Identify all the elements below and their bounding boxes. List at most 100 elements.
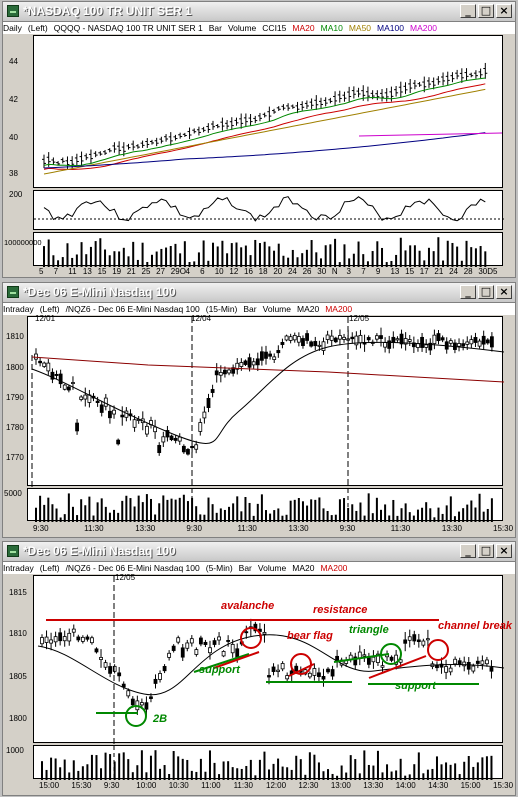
chart-window-daily[interactable]: *NASDAQ 100 TR UNIT SER 1 _ □ × Daily (Le…: [2, 1, 516, 278]
info-item: (15-Min): [205, 304, 238, 314]
price-candle: [436, 333, 441, 342]
volume-bar: [470, 500, 473, 522]
chart-window-icon[interactable]: [7, 545, 19, 557]
volume-bar: [388, 515, 391, 522]
volume-bar: [470, 247, 473, 267]
price-candle: [371, 656, 376, 663]
price-candle: [108, 410, 112, 419]
info-item: Daily: [3, 23, 22, 33]
chart-window-5min[interactable]: *Dec 06 E-Mini Nasdaq 100 _ □ × Intraday…: [2, 541, 516, 796]
close-icon[interactable]: ×: [496, 285, 512, 299]
volume-bar: [240, 511, 243, 522]
volume-bar: [258, 243, 261, 267]
price-candle: [230, 644, 235, 654]
window-title: *NASDAQ 100 TR UNIT SER 1: [23, 4, 192, 18]
price-pane[interactable]: [33, 575, 504, 744]
price-candle: [90, 637, 94, 644]
volume-bar: [437, 237, 440, 267]
volume-bar: [376, 750, 379, 780]
volume-bar: [431, 768, 434, 780]
x-tick-label: 19: [112, 267, 122, 276]
price-candle: [329, 335, 334, 341]
price-candle: [420, 336, 424, 348]
x-tick-label: 13:30: [363, 781, 384, 790]
volume-bar: [207, 260, 210, 267]
info-item: Volume: [227, 23, 257, 33]
price-candle: [489, 336, 494, 348]
price-candle: [268, 353, 273, 357]
volume-pane[interactable]: [27, 488, 503, 522]
volume-bar: [47, 497, 50, 522]
cci-pane[interactable]: [33, 190, 504, 230]
price-pane[interactable]: [27, 316, 504, 487]
price-candle: [301, 338, 305, 346]
x-tick-label: 11:00: [201, 781, 221, 790]
maximize-icon[interactable]: □: [478, 4, 494, 18]
volume-bar: [218, 774, 221, 780]
volume-pane[interactable]: [33, 232, 503, 267]
price-candle: [162, 666, 167, 672]
annotation-support: support: [395, 680, 436, 692]
annotation-resistance: resistance: [313, 604, 368, 616]
volume-bar: [244, 245, 247, 267]
x-tick-label: 10:00: [136, 781, 157, 790]
volume-bar: [392, 499, 395, 522]
ma20-line: [43, 83, 486, 171]
x-tick-label: 9:30: [33, 524, 49, 533]
price-pane[interactable]: [33, 35, 503, 188]
volume-bar: [228, 506, 231, 522]
volume-bar: [131, 772, 134, 780]
minimize-icon[interactable]: _: [460, 544, 476, 558]
volume-bar: [366, 261, 369, 267]
price-candle: [313, 341, 318, 347]
chart-window-icon[interactable]: [7, 286, 19, 298]
price-candle: [440, 337, 445, 341]
volume-bar: [349, 755, 352, 780]
title-bar[interactable]: *NASDAQ 100 TR UNIT SER 1 _ □ ×: [3, 2, 515, 22]
volume-bar: [125, 495, 128, 522]
price-tick-label: 1815: [9, 588, 27, 597]
x-tick-label: 28: [463, 267, 473, 276]
title-bar[interactable]: *Dec 06 E-Mini Nasdaq 100 _ □ ×: [3, 283, 515, 303]
volume-bar: [317, 762, 320, 780]
volume-bar: [43, 504, 46, 522]
minimize-icon[interactable]: _: [460, 285, 476, 299]
volume-bar: [55, 508, 58, 522]
volume-bar: [445, 505, 448, 522]
price-candle: [374, 335, 379, 340]
price-candle: [132, 419, 137, 428]
chart-window-icon[interactable]: [7, 5, 19, 17]
volume-bar: [254, 239, 257, 267]
price-candle: [333, 337, 338, 343]
volume-bar: [136, 259, 139, 267]
price-candle: [383, 342, 388, 348]
chart-window-15min[interactable]: *Dec 06 E-Mini Nasdaq 100 _ □ × Intraday…: [2, 282, 516, 538]
price-candle: [267, 675, 271, 678]
close-icon[interactable]: ×: [496, 4, 512, 18]
price-candle: [321, 675, 326, 680]
volume-bar: [86, 764, 89, 780]
minimize-icon[interactable]: _: [460, 4, 476, 18]
info-item: /NQZ6 - Dec 06 E-Mini Nasdaq 100: [65, 563, 200, 573]
price-candle: [46, 362, 51, 372]
volume-bar: [281, 766, 284, 780]
price-candle: [144, 425, 149, 435]
volume-bar: [81, 766, 84, 780]
volume-bar: [330, 515, 333, 522]
volume-bar: [117, 512, 120, 522]
volume-bar: [177, 756, 180, 780]
volume-bar: [362, 254, 365, 267]
maximize-icon[interactable]: □: [478, 285, 494, 299]
volume-bar: [178, 497, 181, 522]
price-candle: [338, 335, 342, 340]
volume-bar: [399, 758, 402, 780]
x-tick-label: 14:30: [428, 781, 449, 790]
maximize-icon[interactable]: □: [478, 544, 494, 558]
volume-chart: [41, 746, 493, 780]
volume-bar: [226, 253, 229, 267]
close-icon[interactable]: ×: [496, 544, 512, 558]
title-bar[interactable]: *Dec 06 E-Mini Nasdaq 100 _ □ ×: [3, 542, 515, 562]
volume-bar: [269, 513, 272, 522]
volume-bar: [265, 510, 267, 522]
volume-pane[interactable]: [33, 745, 503, 780]
